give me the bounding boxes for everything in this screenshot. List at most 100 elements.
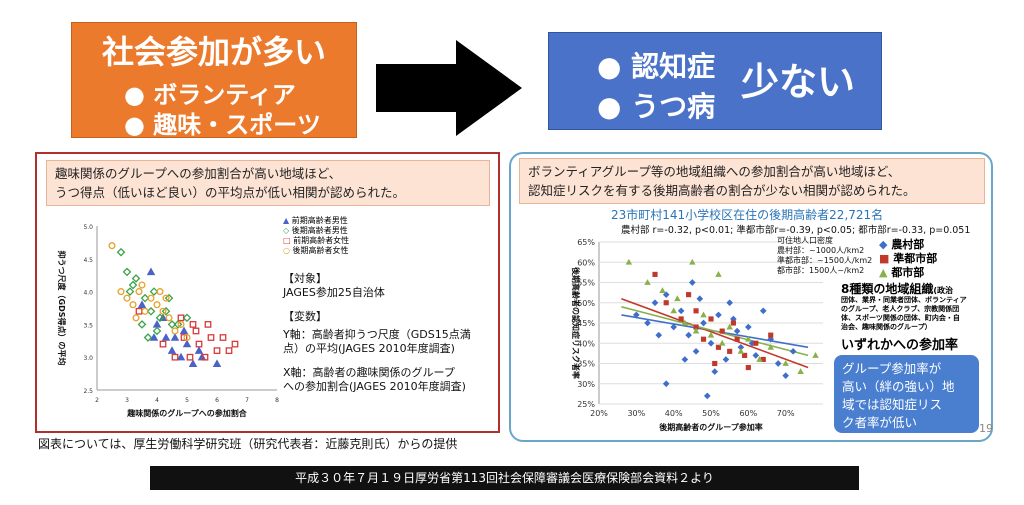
data-point: [745, 364, 751, 371]
data-point: [180, 334, 188, 341]
y-tick-label: 40%: [577, 339, 595, 348]
data-point: [644, 319, 651, 327]
data-point: [689, 279, 696, 286]
y-tick-label: 65%: [577, 238, 595, 247]
data-point: [159, 340, 167, 348]
x-tick-label: 40%: [665, 409, 683, 418]
data-point: [745, 335, 752, 342]
data-point: [767, 335, 775, 343]
data-point: [129, 301, 137, 309]
data-point: [797, 368, 804, 375]
y-var-line: Y軸：高齢者抑うつ尺度（GDS15点満: [283, 328, 471, 341]
note-line: うつ得点（低いほど良い）の平均点が低い相関が認められた。: [55, 185, 406, 200]
data-point: [707, 339, 715, 347]
y-tick-label: 5.0: [83, 224, 93, 231]
data-point: [789, 348, 797, 355]
data-point: [670, 323, 677, 331]
data-point: [662, 380, 670, 388]
orgs-title-main: 8種類の地域組織: [841, 282, 934, 296]
data-point: [195, 340, 203, 348]
x-tick-label: 70%: [777, 409, 795, 418]
x-tick-label: 4: [155, 397, 159, 404]
x-tick-label: 8: [275, 397, 279, 404]
data-point: [125, 287, 135, 296]
density-line: 可住地人口密度: [777, 236, 833, 245]
note-line: 趣味関係のグループへの参加割合が高い地域ほど、: [55, 166, 342, 181]
data-point: [685, 331, 692, 339]
data-point: [155, 313, 165, 323]
orgs-participation-rate: いずれかへの参加率: [841, 338, 959, 353]
data-point: [708, 316, 714, 322]
trend-line: [621, 306, 809, 357]
data-point: [700, 311, 707, 318]
data-point: [146, 306, 156, 316]
data-point: [774, 360, 782, 367]
data-point: [188, 359, 198, 367]
right-finding-note: ボランティアグループ等の地域組織への参加割合が高い地域ほど、 認知症リスクを有す…: [519, 158, 985, 204]
banner-item-volunteer: ● ボランティア: [124, 81, 296, 109]
data-point: [692, 348, 700, 355]
banner-social-participation: 社会参加が多い ● ボランティア ● 趣味・スポーツ: [71, 22, 357, 139]
data-point: [116, 247, 126, 257]
data-point: [141, 307, 149, 315]
legend-item: ◆ 農村部: [879, 238, 925, 251]
data-point: [753, 340, 759, 346]
data-point: [700, 336, 707, 342]
x-tick-label: 60%: [739, 409, 757, 418]
data-point: [677, 307, 685, 315]
legend-item: ○ 後期高齢者女性: [283, 246, 349, 255]
data-point: [759, 307, 767, 315]
data-point: [689, 258, 696, 265]
data-point: [183, 333, 191, 342]
data-point: [204, 321, 212, 328]
data-point: [696, 295, 704, 303]
orgs-line: 治会、趣味関係のグループ）: [841, 323, 932, 331]
data-point: [659, 287, 666, 294]
data-point: [123, 294, 131, 302]
orgs-line: 体、スポーツ関係の団体、町内会・自: [841, 314, 960, 322]
data-point: [652, 271, 658, 277]
banner-fewer: 少ない: [741, 60, 856, 104]
data-point: [734, 336, 740, 342]
data-point: [707, 331, 715, 338]
data-point: [692, 327, 700, 334]
y-axis-label: 後期高齢者の認知症リスク者率: [571, 267, 581, 379]
data-point: [177, 314, 185, 322]
data-point: [742, 352, 748, 358]
x-tick-label: 3: [125, 397, 129, 404]
data-point: [117, 288, 125, 296]
data-point: [768, 332, 774, 338]
data-point: [143, 333, 153, 342]
data-point: [153, 301, 161, 309]
data-point: [745, 323, 752, 331]
data-point: [173, 320, 183, 329]
data-point: [767, 343, 774, 350]
data-point: [186, 353, 194, 361]
subject-text: JAGES参加25自治体: [283, 286, 385, 299]
data-point: [670, 307, 677, 314]
y-tick-label: 60%: [577, 258, 595, 267]
data-point: [162, 294, 170, 302]
footer-citation: 平成３０年７月１９日厚労省第113回社会保障審議会医療保険部会資料２より: [150, 466, 859, 490]
data-point: [171, 327, 179, 335]
correlation-stats: 農村部 r=-0.32, p<0.01; 準都市部r=-0.39, p<0.05…: [621, 225, 971, 236]
x-tick-label: 6: [215, 397, 219, 404]
data-point: [715, 270, 722, 277]
data-point: [149, 287, 159, 296]
data-point: [715, 344, 722, 350]
orgs-line: 団体、業界・同業者団体、ボランティア: [841, 296, 967, 304]
density-line: 農村部：~1000人/km2: [777, 246, 865, 255]
note-line: ボランティアグループ等の地域組織への参加割合が高い地域ほど、: [528, 164, 901, 179]
data-point: [752, 352, 760, 359]
data-point: [132, 314, 140, 322]
data-point: [686, 292, 692, 298]
dementia-scatter-chart: 25% 30% 35% 40% 45% 50% 55% 60% 65% 20% 30% 40% 50% 6…: [571, 238, 823, 432]
data-point: [128, 280, 138, 290]
y-tick-label: 45%: [577, 319, 595, 328]
data-point: [152, 326, 162, 336]
data-point: [131, 274, 141, 283]
data-point: [718, 339, 726, 346]
x-axis-label: 後期高齢者のグループ参加率: [659, 422, 763, 432]
data-point: [719, 328, 725, 334]
legend-item: ▲ 都市部: [879, 266, 925, 279]
